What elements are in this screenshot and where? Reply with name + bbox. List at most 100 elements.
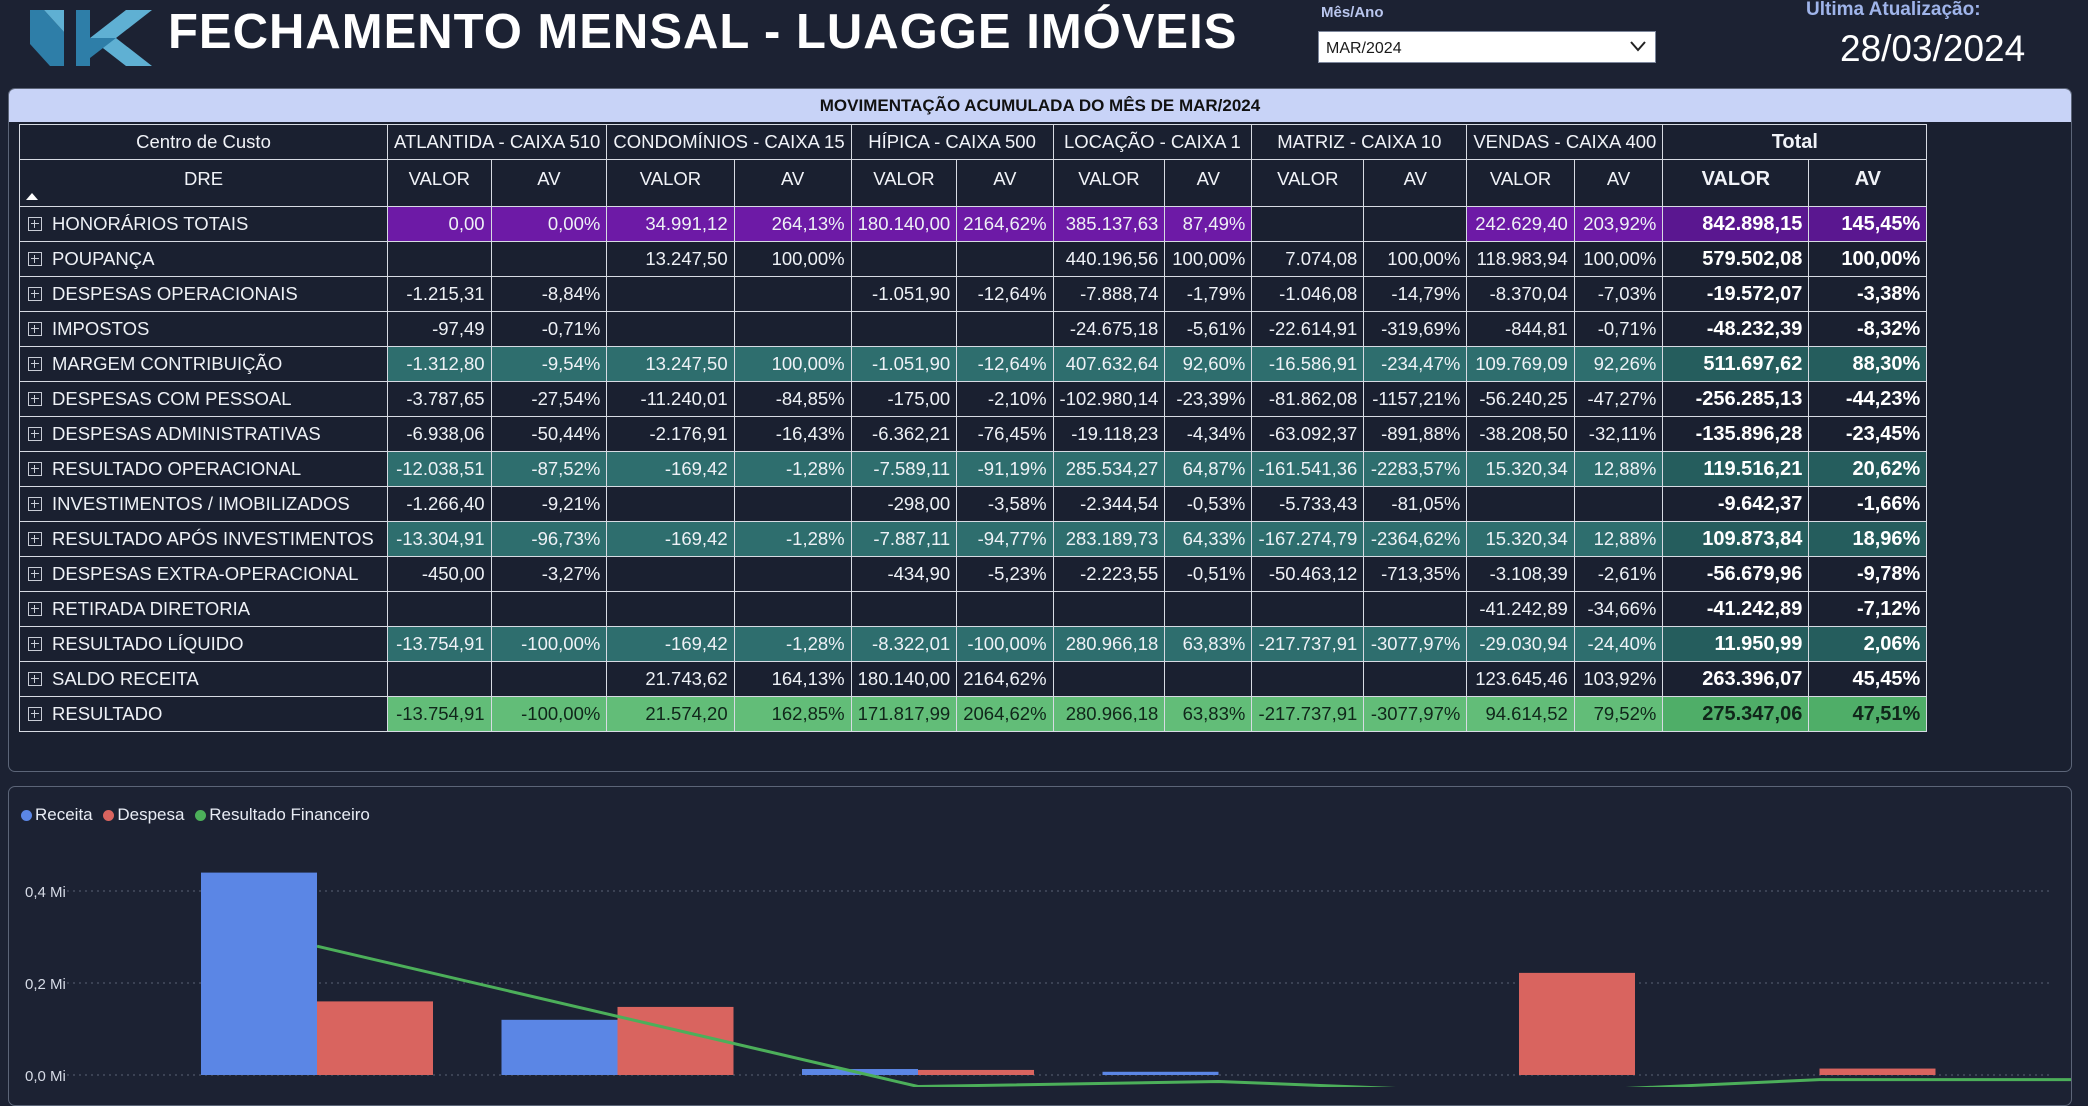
- row-header[interactable]: INVESTIMENTOS / IMOBILIZADOS: [19, 486, 388, 522]
- expand-plus-icon[interactable]: [28, 322, 42, 336]
- expand-plus-icon[interactable]: [28, 637, 42, 651]
- group-header-locacao[interactable]: LOCAÇÃO - CAIXA 1: [1052, 124, 1253, 160]
- expand-plus-icon[interactable]: [28, 532, 42, 546]
- table-row-despesas-administrativas: DESPESAS ADMINISTRATIVAS -6.938,06 -50,44%…: [19, 416, 1928, 452]
- valor-cell: -6.362,21: [850, 416, 958, 452]
- av-cell: [956, 591, 1054, 627]
- column-header-valor[interactable]: VALOR: [1052, 159, 1166, 207]
- legend-item-receita[interactable]: Receita: [21, 805, 93, 825]
- row-header[interactable]: IMPOSTOS: [19, 311, 388, 347]
- expand-plus-icon[interactable]: [28, 427, 42, 441]
- row-header[interactable]: RESULTADO: [19, 696, 388, 732]
- column-header-valor[interactable]: VALOR: [850, 159, 958, 207]
- column-header-av[interactable]: AV: [1573, 159, 1664, 207]
- av-cell: -2,10%: [956, 381, 1054, 417]
- table-row-retirada-diretoria: RETIRADA DIRETORIA -41.242,89 -34,66% -41.2…: [19, 591, 1928, 627]
- group-header-hipica[interactable]: HÍPICA - CAIXA 500: [850, 124, 1054, 160]
- table-row-investimentos-imobilizados: INVESTIMENTOS / IMOBILIZADOS -1.266,40 -9,…: [19, 486, 1928, 522]
- column-header-valor[interactable]: VALOR: [1251, 159, 1365, 207]
- corner-header-dre[interactable]: DRE: [19, 159, 388, 207]
- expand-plus-icon[interactable]: [28, 462, 42, 476]
- column-header-av[interactable]: AV: [490, 159, 608, 207]
- column-header-total-valor[interactable]: VALOR: [1662, 159, 1810, 207]
- av-cell: -0,53%: [1164, 486, 1253, 522]
- month-year-dropdown[interactable]: MAR/2024: [1318, 31, 1656, 63]
- row-header[interactable]: RESULTADO LÍQUIDO: [19, 626, 388, 662]
- expand-plus-icon[interactable]: [28, 602, 42, 616]
- group-header-atlantida[interactable]: ATLANTIDA - CAIXA 510: [386, 124, 608, 160]
- valor-cell: -1.051,90: [850, 276, 958, 312]
- row-label: RESULTADO: [52, 703, 163, 724]
- av-cell: -23,45%: [1808, 416, 1928, 452]
- column-header-av[interactable]: AV: [1164, 159, 1253, 207]
- valor-cell: 283.189,73: [1052, 521, 1166, 557]
- legend-item-despesa[interactable]: Despesa: [103, 805, 184, 825]
- av-cell: -713,35%: [1363, 556, 1468, 592]
- valor-cell: [387, 591, 492, 627]
- valor-cell: -6.938,06: [387, 416, 492, 452]
- expand-plus-icon[interactable]: [28, 287, 42, 301]
- av-cell: -9,21%: [490, 486, 608, 522]
- sort-ascending-icon[interactable]: [26, 193, 38, 200]
- expand-plus-icon[interactable]: [28, 392, 42, 406]
- group-header-condominios[interactable]: CONDOMÍNIOS - CAIXA 15: [606, 124, 852, 160]
- column-header-av[interactable]: AV: [1363, 159, 1468, 207]
- table-row-margem-contribuicao: MARGEM CONTRIBUIÇÃO -1.312,80 -9,54% 13.247…: [19, 346, 1928, 382]
- valor-cell: [606, 556, 735, 592]
- legend-item-resultado-financeiro[interactable]: Resultado Financeiro: [195, 805, 370, 825]
- av-cell: -94,77%: [956, 521, 1054, 557]
- row-header[interactable]: DESPESAS COM PESSOAL: [19, 381, 388, 417]
- valor-cell: -434,90: [850, 556, 958, 592]
- valor-cell: -56.679,96: [1662, 556, 1810, 592]
- valor-cell: -8.370,04: [1466, 276, 1575, 312]
- expand-plus-icon[interactable]: [28, 357, 42, 371]
- row-header[interactable]: RETIRADA DIRETORIA: [19, 591, 388, 627]
- av-cell: 88,30%: [1808, 346, 1928, 382]
- row-header[interactable]: HONORÁRIOS TOTAIS: [19, 206, 388, 242]
- row-header[interactable]: DESPESAS OPERACIONAIS: [19, 276, 388, 312]
- row-header[interactable]: MARGEM CONTRIBUIÇÃO: [19, 346, 388, 382]
- column-header-total-av[interactable]: AV: [1808, 159, 1928, 207]
- expand-plus-icon[interactable]: [28, 707, 42, 721]
- av-cell: -14,79%: [1363, 276, 1468, 312]
- column-header-valor[interactable]: VALOR: [1466, 159, 1575, 207]
- group-header-total[interactable]: Total: [1662, 124, 1928, 160]
- column-header-av[interactable]: AV: [956, 159, 1054, 207]
- av-cell: -12,64%: [956, 346, 1054, 382]
- expand-plus-icon[interactable]: [28, 567, 42, 581]
- row-header[interactable]: RESULTADO OPERACIONAL: [19, 451, 388, 487]
- row-header[interactable]: POUPANÇA: [19, 241, 388, 277]
- row-header[interactable]: DESPESAS ADMINISTRATIVAS: [19, 416, 388, 452]
- column-header-av[interactable]: AV: [733, 159, 852, 207]
- av-cell: [490, 241, 608, 277]
- av-cell: 12,88%: [1573, 521, 1664, 557]
- column-header-valor[interactable]: VALOR: [606, 159, 735, 207]
- av-cell: -87,52%: [490, 451, 608, 487]
- valor-cell: -7.888,74: [1052, 276, 1166, 312]
- valor-cell: 407.632,64: [1052, 346, 1166, 382]
- row-header[interactable]: RESULTADO APÓS INVESTIMENTOS: [19, 521, 388, 557]
- valor-cell: -298,00: [850, 486, 958, 522]
- av-cell: 45,45%: [1808, 661, 1928, 697]
- av-cell: [1164, 661, 1253, 697]
- expand-plus-icon[interactable]: [28, 252, 42, 266]
- valor-cell: 579.502,08: [1662, 241, 1810, 277]
- valor-cell: -13.754,91: [387, 696, 492, 732]
- group-header-matriz[interactable]: MATRIZ - CAIXA 10: [1251, 124, 1468, 160]
- expand-plus-icon[interactable]: [28, 497, 42, 511]
- row-header[interactable]: SALDO RECEITA: [19, 661, 388, 697]
- expand-plus-icon[interactable]: [28, 217, 42, 231]
- column-header-valor[interactable]: VALOR: [387, 159, 492, 207]
- av-cell: 47,51%: [1808, 696, 1928, 732]
- valor-cell: 171.817,99: [850, 696, 958, 732]
- group-header-vendas[interactable]: VENDAS - CAIXA 400: [1466, 124, 1664, 160]
- av-cell: -96,73%: [490, 521, 608, 557]
- expand-plus-icon[interactable]: [28, 672, 42, 686]
- av-cell: -7,12%: [1808, 591, 1928, 627]
- row-header[interactable]: DESPESAS EXTRA-OPERACIONAL: [19, 556, 388, 592]
- valor-cell: [1251, 206, 1365, 242]
- y-tick-label: 0,0 Mi: [25, 1068, 66, 1085]
- table-row-resultado: RESULTADO -13.754,91 -100,00% 21.574,20 162,…: [19, 696, 1928, 732]
- valor-cell: -38.208,50: [1466, 416, 1575, 452]
- av-cell: [1573, 486, 1664, 522]
